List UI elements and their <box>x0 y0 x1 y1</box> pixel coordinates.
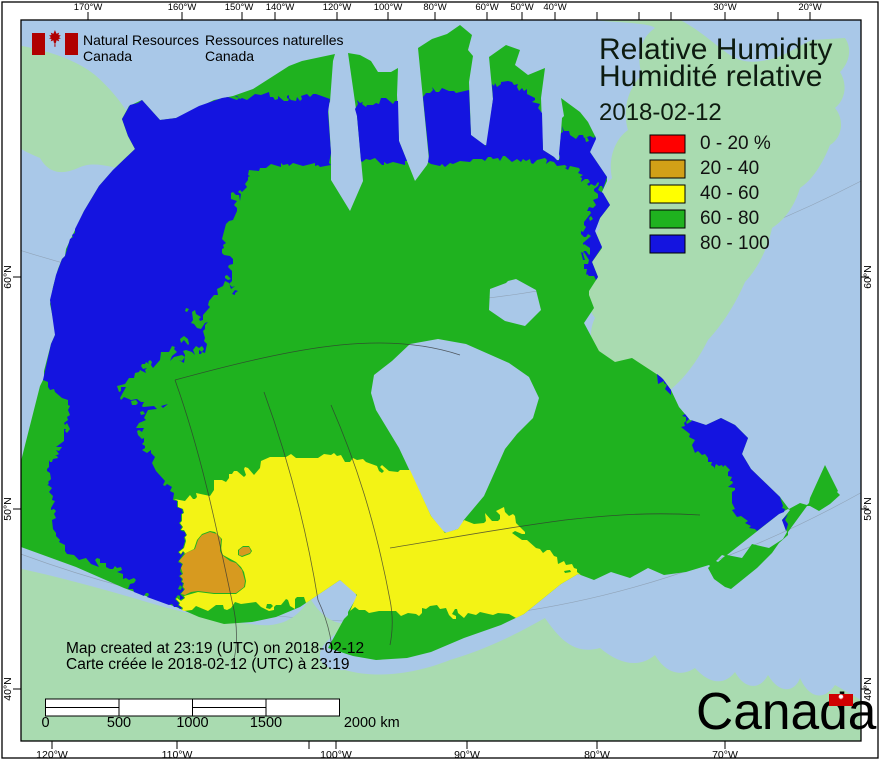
svg-text:60°N: 60°N <box>2 265 14 288</box>
svg-text:140°W: 140°W <box>266 2 295 13</box>
svg-text:500: 500 <box>107 715 131 731</box>
svg-text:0 - 20 %: 0 - 20 % <box>700 133 771 154</box>
svg-text:20 - 40: 20 - 40 <box>700 158 759 179</box>
svg-text:80°W: 80°W <box>423 2 446 13</box>
svg-text:50°W: 50°W <box>510 2 533 13</box>
svg-text:120°W: 120°W <box>323 2 352 13</box>
svg-text:Natural Resources: Natural Resources <box>83 32 199 48</box>
svg-text:2000: 2000 <box>344 715 376 731</box>
svg-text:100°W: 100°W <box>320 749 352 760</box>
svg-text:110°W: 110°W <box>162 749 193 760</box>
svg-text:Canada: Canada <box>205 48 254 64</box>
svg-text:40°N: 40°N <box>862 677 874 700</box>
svg-text:1500: 1500 <box>250 715 282 731</box>
svg-text:Carte créée le 2018-02-12 (UTC: Carte créée le 2018-02-12 (UTC) à 23:19 <box>66 656 349 673</box>
svg-text:60°N: 60°N <box>862 265 874 288</box>
svg-text:40°N: 40°N <box>2 677 14 700</box>
svg-text:Canada: Canada <box>83 48 132 64</box>
svg-text:100°W: 100°W <box>374 2 403 13</box>
svg-text:50°N: 50°N <box>862 497 874 520</box>
svg-text:120°W: 120°W <box>36 749 68 760</box>
svg-text:km: km <box>380 715 399 731</box>
svg-text:Humidité relative: Humidité relative <box>599 60 822 93</box>
svg-text:1000: 1000 <box>176 715 208 731</box>
svg-text:20°W: 20°W <box>798 2 821 13</box>
svg-text:50°N: 50°N <box>2 497 14 520</box>
svg-text:30°W: 30°W <box>713 2 736 13</box>
svg-text:60 - 80: 60 - 80 <box>700 208 759 229</box>
svg-text:Ressources naturelles: Ressources naturelles <box>205 32 344 48</box>
svg-text:Map created at 23:19 (UTC) on: Map created at 23:19 (UTC) on 2018-02-12 <box>66 640 364 657</box>
svg-text:2018-02-12: 2018-02-12 <box>599 99 722 126</box>
svg-text:Canada: Canada <box>696 682 877 740</box>
svg-text:80°W: 80°W <box>584 749 610 760</box>
svg-text:170°W: 170°W <box>74 2 103 13</box>
svg-text:160°W: 160°W <box>168 2 197 13</box>
svg-text:40 - 60: 40 - 60 <box>700 183 759 204</box>
svg-text:60°W: 60°W <box>475 2 498 13</box>
svg-text:40°W: 40°W <box>543 2 566 13</box>
svg-text:70°W: 70°W <box>712 749 738 760</box>
svg-text:0: 0 <box>41 715 49 731</box>
svg-text:80 - 100: 80 - 100 <box>700 233 770 254</box>
svg-text:90°W: 90°W <box>454 749 480 760</box>
svg-text:150°W: 150°W <box>225 2 254 13</box>
